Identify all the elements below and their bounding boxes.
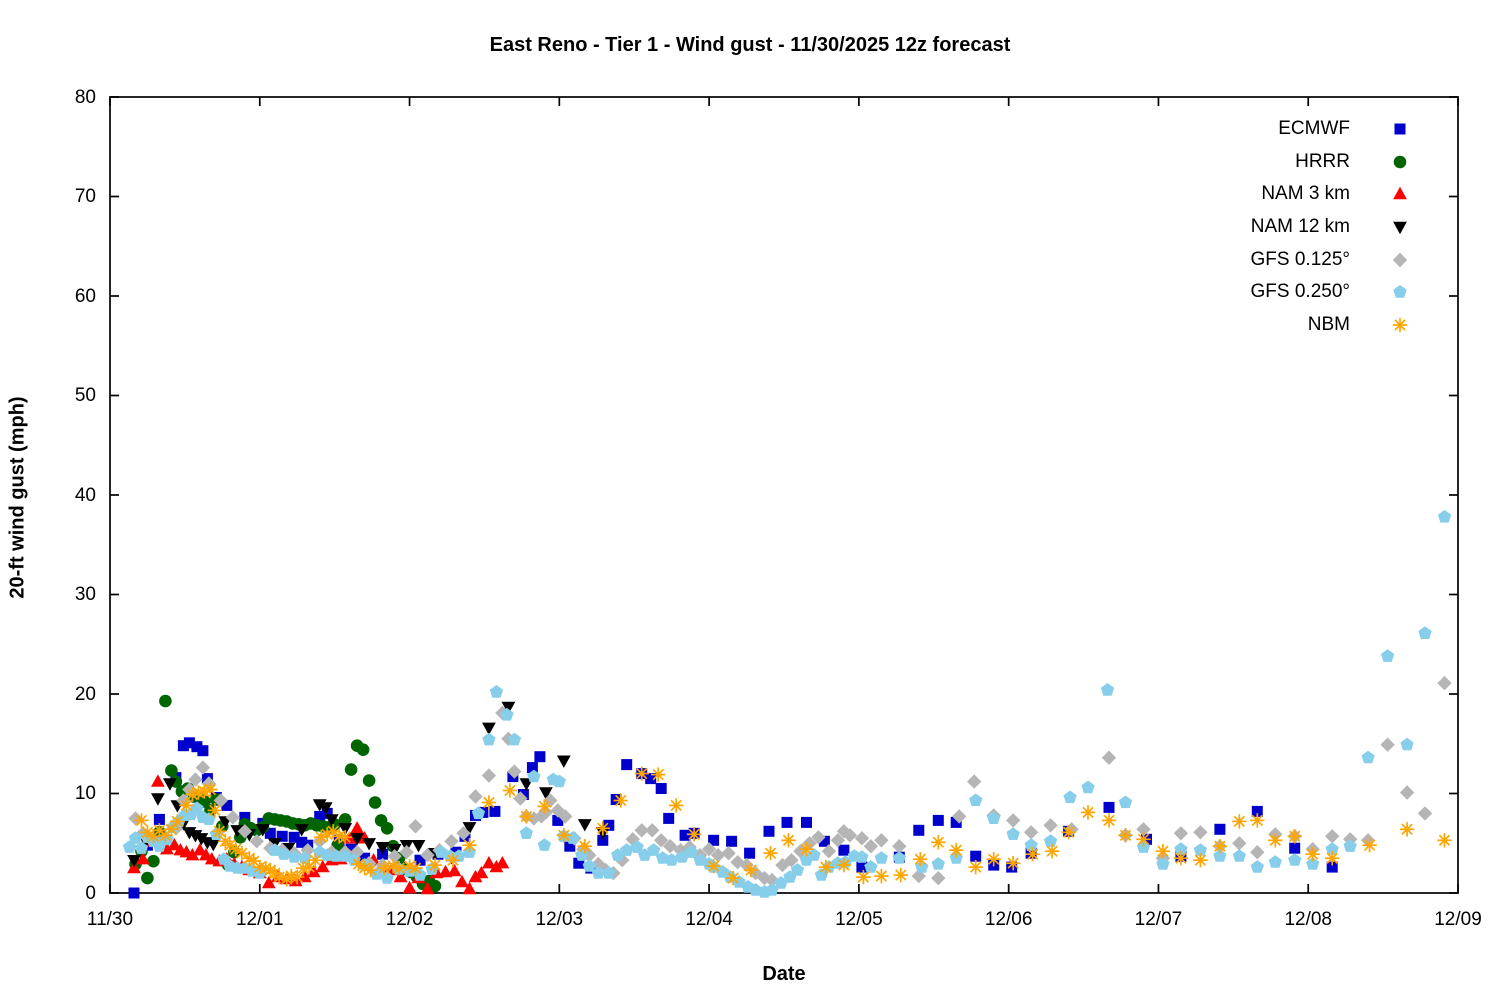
legend-item-nam-3-km: NAM 3 km	[1150, 178, 1450, 211]
legend-item-gfs-0-125: GFS 0.125°	[1150, 243, 1450, 276]
legend: ECMWF HRRR NAM 3 km NAM 12 km GFS 0.125° GFS …	[1150, 113, 1450, 341]
legend-item-gfs-0-250: GFS 0.250°	[1150, 276, 1450, 309]
y-tick-label: 50	[74, 385, 96, 406]
y-tick-label: 0	[85, 882, 96, 904]
legend-label-gfs-0-125: GFS 0.125°	[1250, 248, 1350, 270]
legend-item-nam-12-km: NAM 12 km	[1150, 211, 1450, 244]
x-tick-label: 12/09	[1434, 909, 1482, 930]
hrrr-marker-icon	[1350, 149, 1450, 175]
x-tick-label: 12/07	[1134, 909, 1183, 930]
x-tick-label: 12/04	[685, 909, 733, 930]
y-tick-label: 40	[74, 484, 96, 506]
legend-label-ecmwf: ECMWF	[1278, 118, 1350, 140]
y-tick-label: 70	[74, 186, 96, 207]
legend-label-nam-12-km: NAM 12 km	[1250, 216, 1350, 238]
y-tick-label: 60	[74, 285, 96, 307]
legend-item-hrrr: HRRR	[1150, 146, 1450, 179]
gfs-0-125-marker-icon	[1350, 247, 1450, 273]
y-tick-label: 10	[74, 783, 96, 804]
x-tick-label: 12/01	[235, 909, 284, 930]
x-tick-label: 12/05	[835, 909, 883, 930]
x-tick-label: 12/02	[385, 909, 434, 930]
y-tick-label: 20	[74, 683, 96, 705]
nbm-marker-icon	[1350, 312, 1450, 338]
legend-label-nbm: NBM	[1307, 313, 1350, 335]
x-axis-label: Date	[762, 963, 806, 985]
chart-title: East Reno - Tier 1 - Wind gust - 11/30/2…	[489, 34, 1011, 56]
legend-label-nam-3-km: NAM 3 km	[1261, 183, 1350, 205]
nam-3-km-marker-icon	[1350, 181, 1450, 207]
x-tick-label: 11/30	[86, 909, 134, 930]
nam-12-km-marker-icon	[1350, 214, 1450, 240]
ecmwf-marker-icon	[1350, 116, 1450, 142]
x-tick-label: 12/06	[984, 909, 1033, 930]
legend-label-hrrr: HRRR	[1295, 150, 1350, 172]
legend-item-ecmwf: ECMWF	[1150, 113, 1450, 146]
y-tick-label: 80	[74, 86, 96, 108]
x-tick-label: 12/03	[535, 909, 584, 930]
legend-label-gfs-0-250: GFS 0.250°	[1250, 281, 1350, 303]
gfs-0-250-marker-icon	[1350, 279, 1450, 305]
y-tick-label: 30	[74, 584, 96, 605]
legend-item-nbm: NBM	[1150, 309, 1450, 342]
x-tick-label: 12/08	[1284, 909, 1332, 930]
series-nbm-points	[134, 766, 1452, 887]
